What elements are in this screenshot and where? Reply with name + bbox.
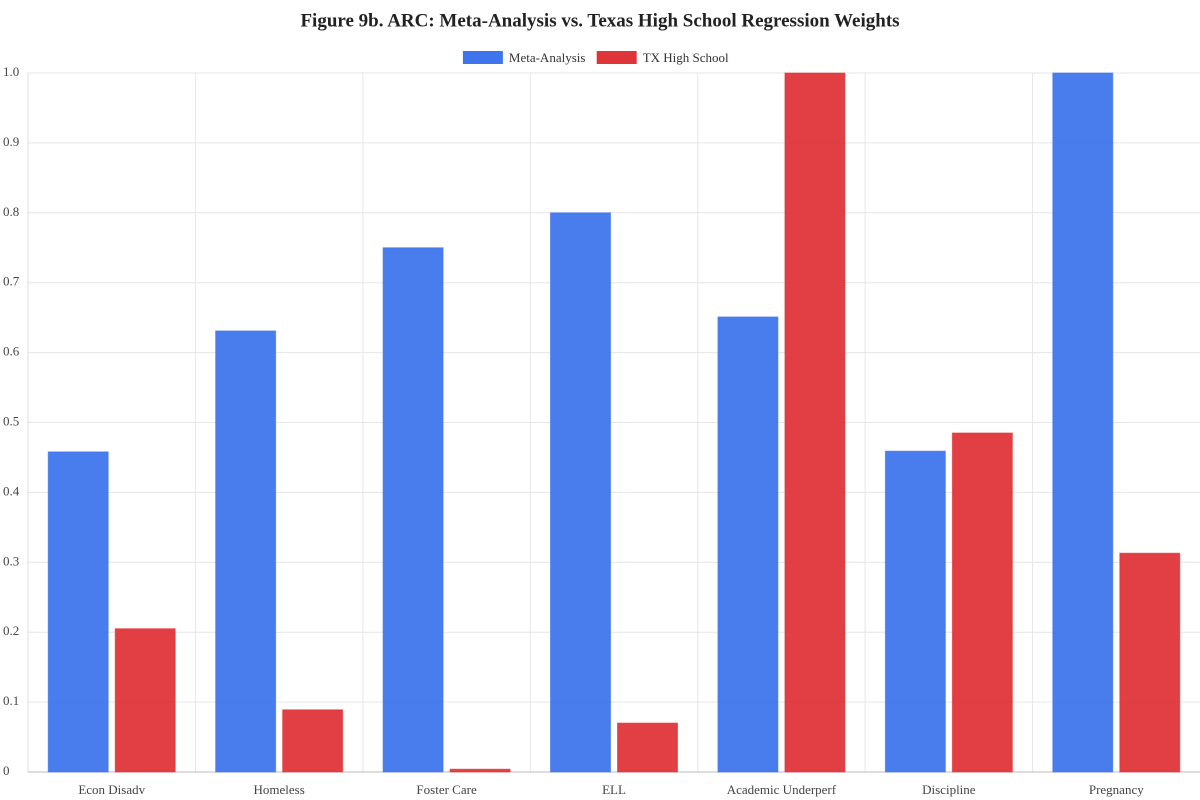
y-tick-label: 0.7 bbox=[3, 274, 20, 289]
bar bbox=[884, 450, 946, 773]
y-tick-label: 0.5 bbox=[3, 413, 19, 428]
y-tick-label: 0.4 bbox=[3, 483, 20, 498]
y-tick-label: 0 bbox=[3, 763, 10, 778]
bar bbox=[617, 722, 678, 773]
bar bbox=[550, 212, 611, 773]
bar bbox=[1052, 72, 1114, 773]
bar bbox=[1119, 552, 1181, 773]
bar bbox=[784, 72, 846, 773]
bar bbox=[717, 316, 779, 773]
x-tick-label: Homeless bbox=[254, 782, 305, 797]
bar bbox=[951, 432, 1013, 773]
x-tick-label: Foster Care bbox=[416, 782, 477, 797]
y-tick-label: 1.0 bbox=[3, 64, 19, 79]
bar bbox=[382, 247, 444, 773]
bar bbox=[114, 628, 176, 773]
legend-label: Meta-Analysis bbox=[509, 50, 586, 65]
x-tick-label: Econ Disadv bbox=[78, 782, 145, 797]
x-tick-label: ELL bbox=[602, 782, 626, 797]
x-tick-label: Pregnancy bbox=[1089, 782, 1144, 797]
chart-title: Figure 9b. ARC: Meta-Analysis vs. Texas … bbox=[300, 10, 899, 31]
y-tick-label: 0.8 bbox=[3, 204, 19, 219]
legend-swatch bbox=[596, 51, 637, 64]
y-tick-label: 0.3 bbox=[3, 553, 19, 568]
y-tick-label: 0.6 bbox=[3, 344, 20, 359]
x-tick-label: Academic Underperf bbox=[727, 782, 837, 797]
bar bbox=[449, 768, 511, 773]
y-tick-label: 0.2 bbox=[3, 623, 19, 638]
bar bbox=[282, 709, 344, 773]
legend-swatch bbox=[462, 51, 503, 64]
y-tick-label: 0.1 bbox=[3, 693, 19, 708]
bar bbox=[47, 451, 109, 773]
x-tick-label: Discipline bbox=[922, 782, 976, 797]
bar bbox=[215, 330, 277, 773]
y-tick-label: 0.9 bbox=[3, 134, 19, 149]
legend-label: TX High School bbox=[643, 50, 729, 65]
